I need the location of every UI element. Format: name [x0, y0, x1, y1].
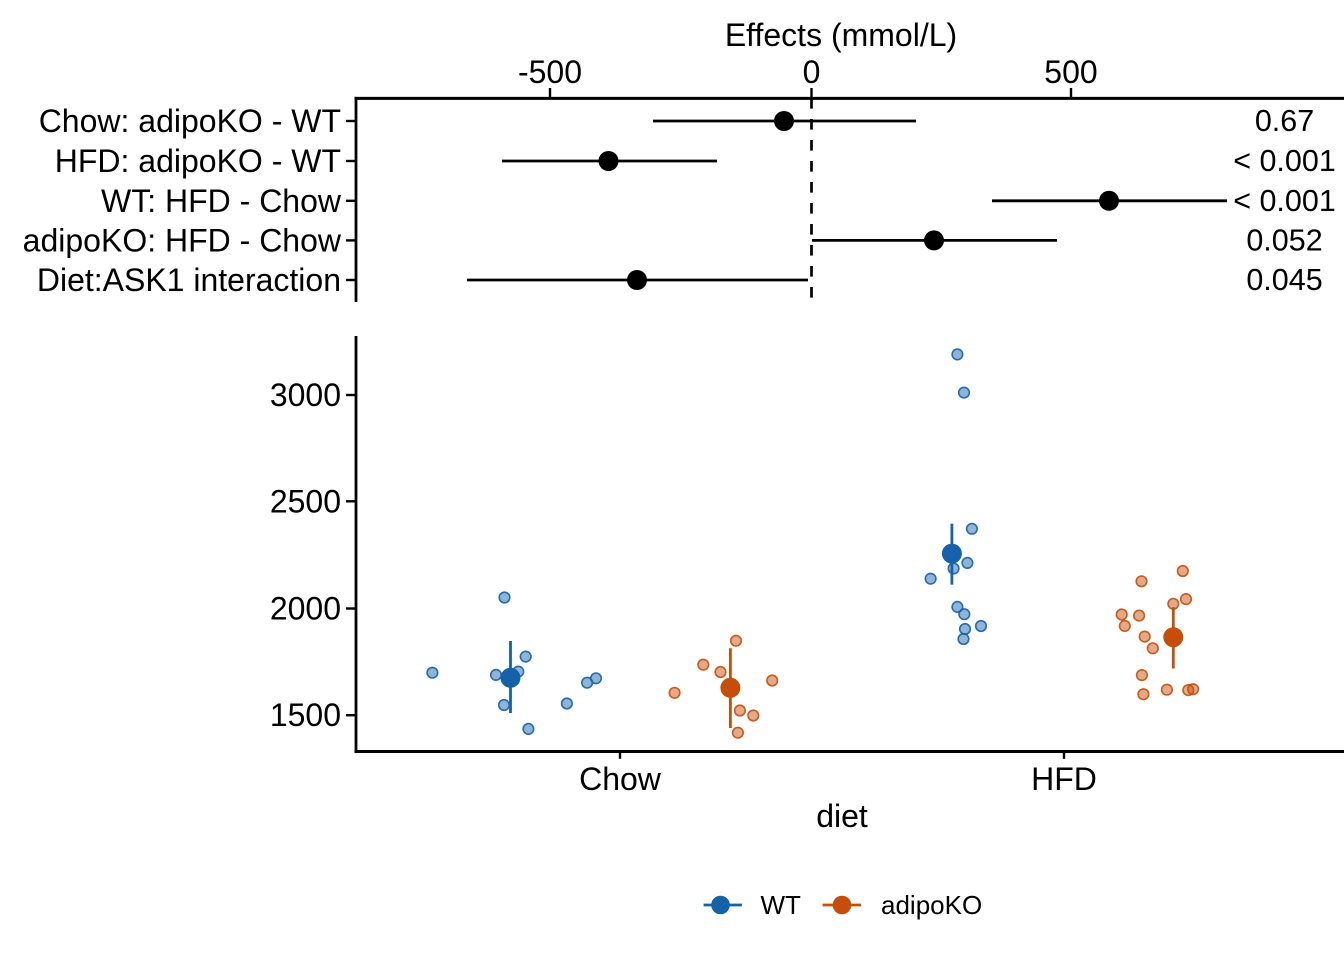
svg-text:HFD: HFD	[1031, 761, 1097, 797]
svg-text:HFD: adipoKO - WT: HFD: adipoKO - WT	[55, 143, 341, 179]
svg-text:Effects (mmol/L): Effects (mmol/L)	[725, 17, 957, 53]
svg-text:3000: 3000	[270, 377, 341, 413]
svg-text:-500: -500	[518, 54, 582, 90]
svg-text:diet: diet	[816, 798, 868, 834]
svg-text:500: 500	[1044, 54, 1097, 90]
svg-text:WT: WT	[761, 890, 802, 920]
svg-text:0.045: 0.045	[1246, 263, 1322, 297]
svg-text:2000: 2000	[270, 591, 341, 627]
svg-text:Chow: Chow	[579, 761, 662, 797]
svg-text:0: 0	[803, 54, 821, 90]
svg-text:adipoKO: adipoKO	[881, 890, 982, 920]
svg-text:< 0.001: < 0.001	[1233, 144, 1336, 178]
svg-text:0.67: 0.67	[1255, 104, 1314, 138]
svg-text:adipoKO: HFD - Chow: adipoKO: HFD - Chow	[23, 222, 342, 258]
svg-text:2500: 2500	[270, 483, 341, 519]
svg-text:Chow: adipoKO - WT: Chow: adipoKO - WT	[39, 103, 341, 139]
svg-text:Diet:ASK1 interaction: Diet:ASK1 interaction	[37, 262, 341, 298]
svg-text:WT: HFD - Chow: WT: HFD - Chow	[101, 183, 342, 219]
svg-text:< 0.001: < 0.001	[1233, 184, 1336, 218]
svg-text:1500: 1500	[270, 697, 341, 733]
svg-text:0.052: 0.052	[1246, 223, 1322, 257]
